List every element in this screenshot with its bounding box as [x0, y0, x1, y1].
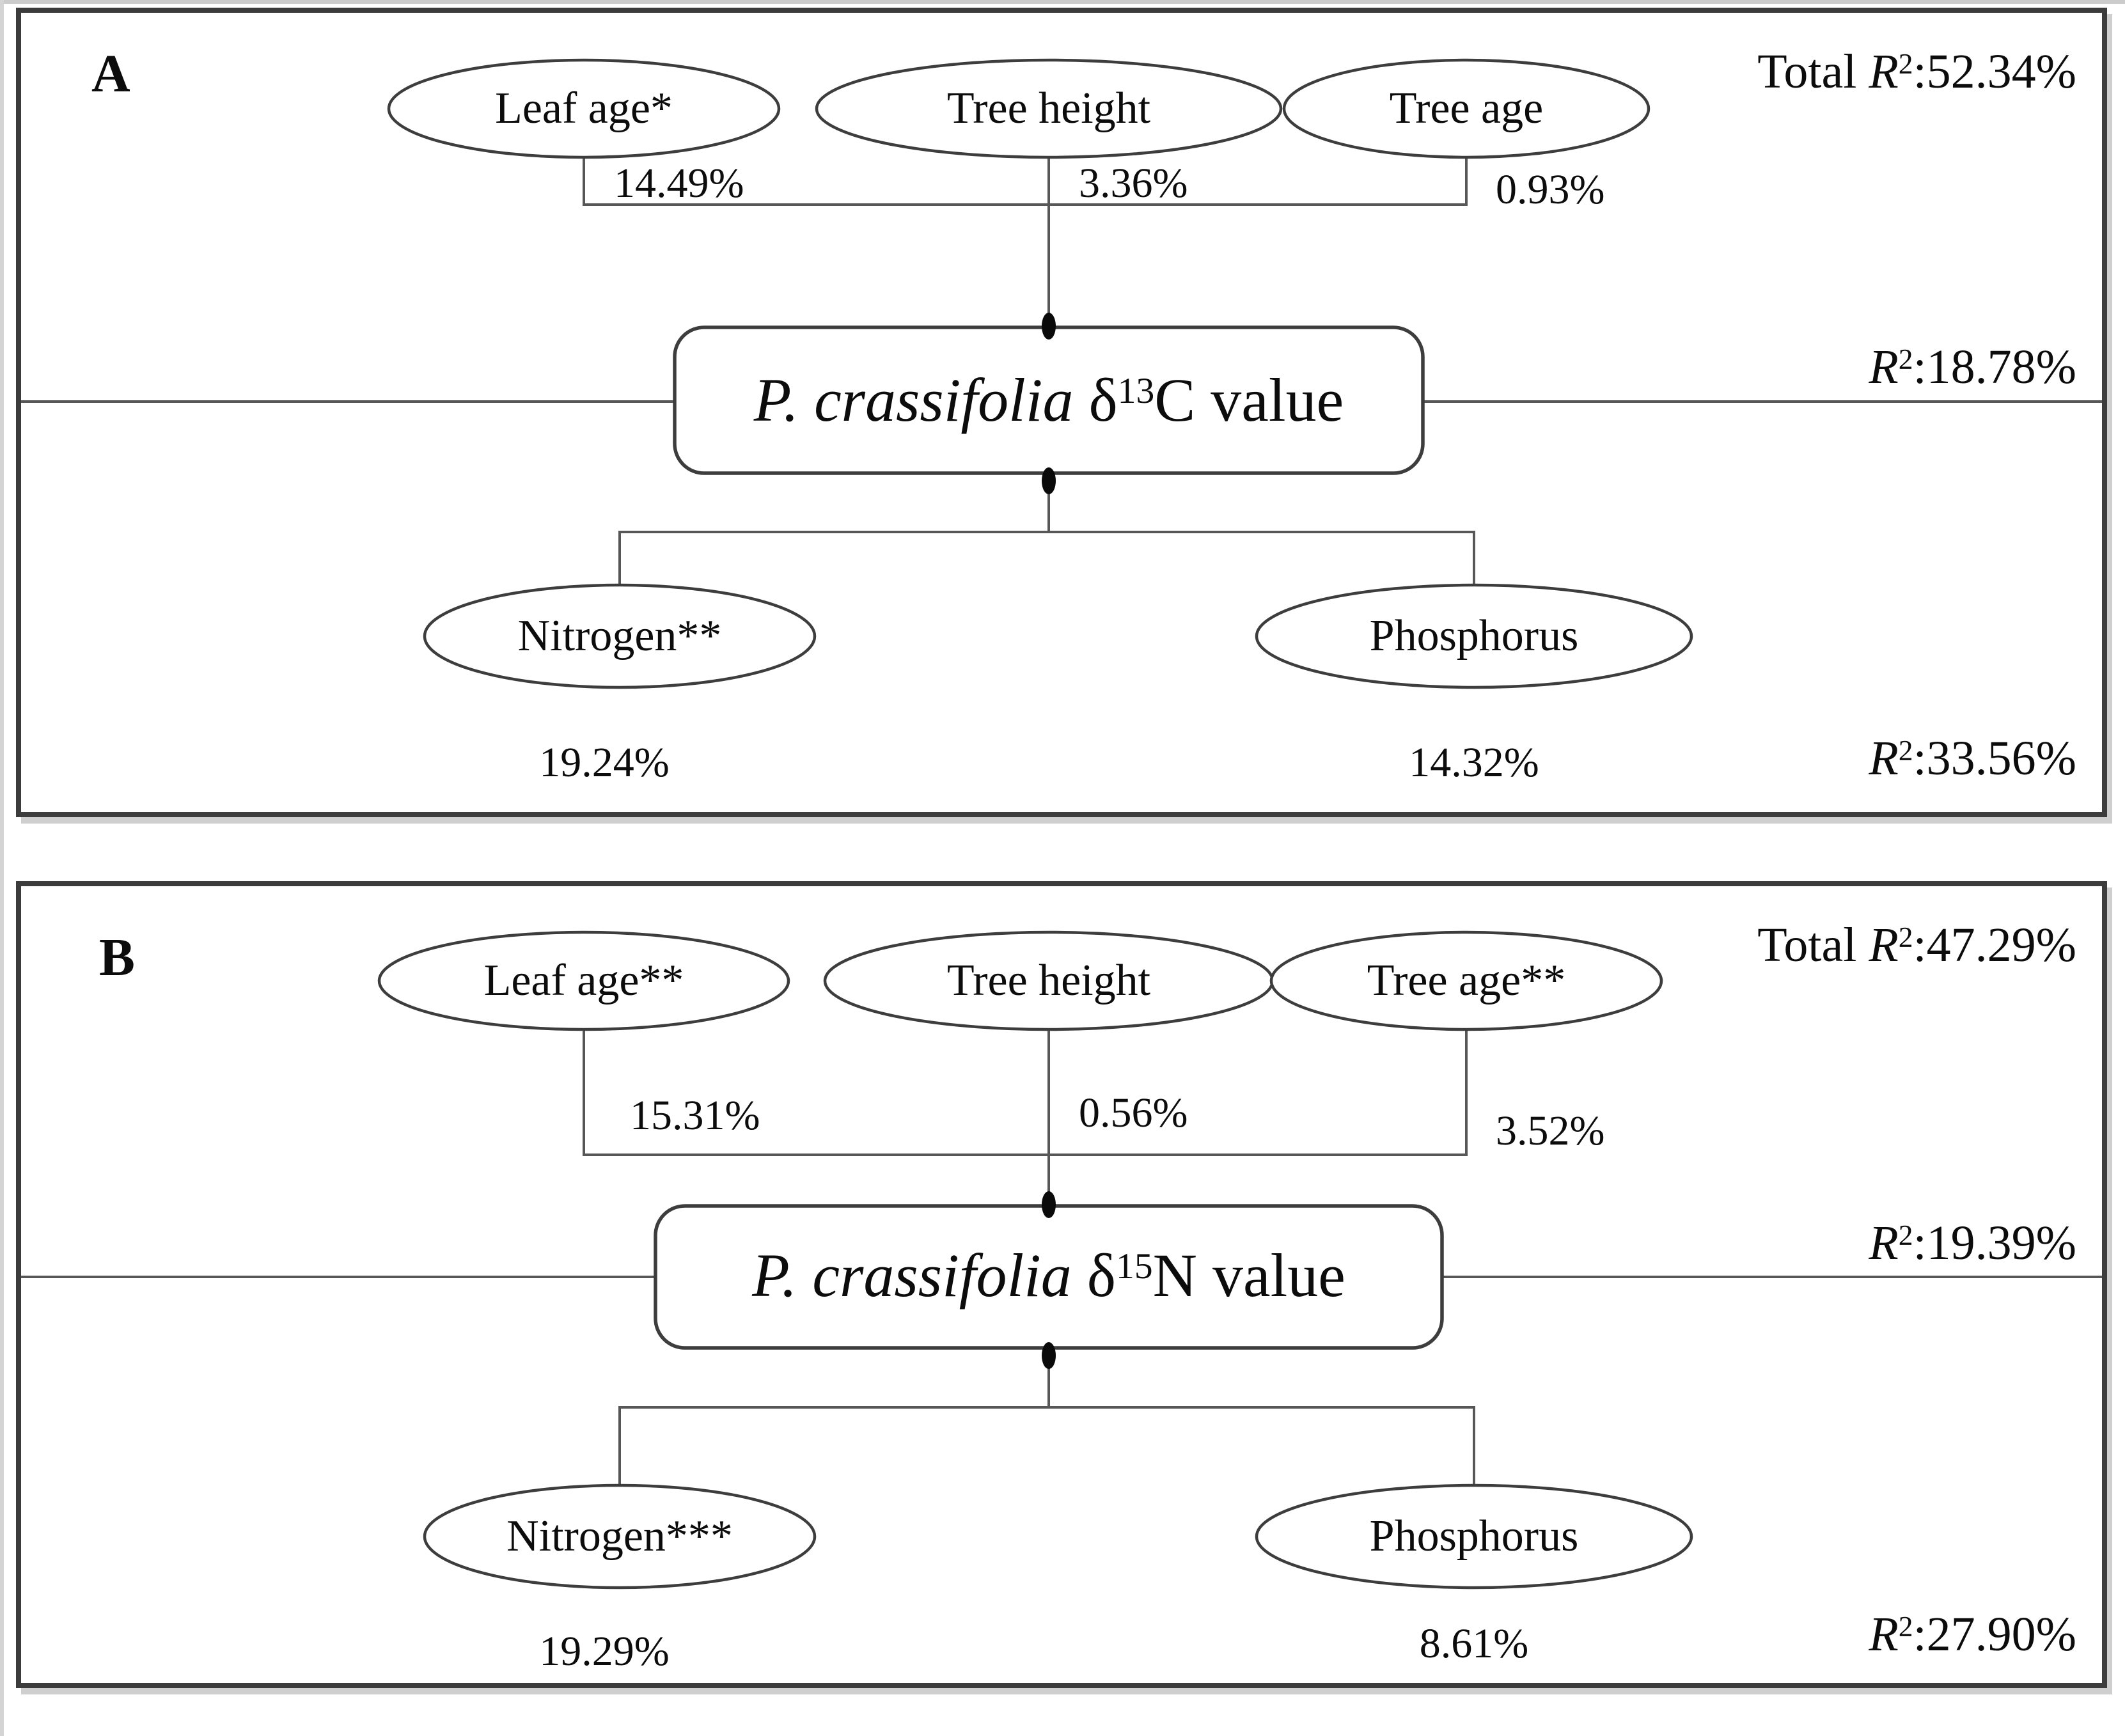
factor-ellipse-phosphorus [1255, 1483, 1693, 1590]
isotope-delta: δ [1073, 366, 1118, 434]
variance-label-phosphorus: 14.32% [1409, 739, 1539, 786]
panel-border [16, 881, 2107, 1688]
top-bracket [583, 157, 1468, 206]
isotope-element: N value [1152, 1241, 1345, 1310]
factor-label-tree-age: Tree age** [1367, 956, 1566, 1005]
variance-label-leaf-age: 15.31% [630, 1092, 760, 1139]
response-box-label: P. crassifolia δ13C value [754, 370, 1344, 431]
page-top-edge [0, 0, 2125, 4]
panel-a: A Total R2:52.34% Leaf age* Tree height … [16, 8, 2107, 817]
response-box-label: P. crassifolia δ15N value [752, 1245, 1345, 1306]
factor-ellipse-tree-age [1269, 930, 1663, 1031]
lower-r2-value: :27.90% [1913, 1607, 2076, 1661]
r2-symbol: R [1869, 1607, 1899, 1661]
upper-r2-value: :19.39% [1913, 1216, 2076, 1270]
total-r2-value: :47.29% [1913, 918, 2076, 972]
total-r2-label: Total R2:52.34% [1757, 47, 2076, 96]
factor-ellipse-nitrogen [423, 583, 817, 689]
r2-sup: 2 [1898, 1219, 1913, 1252]
upper-r2-label: R2:18.78% [1869, 343, 2076, 391]
variance-label-nitrogen: 19.29% [539, 1628, 670, 1675]
variance-label-nitrogen: 19.24% [539, 739, 670, 786]
upper-r2-label: R2:19.39% [1869, 1219, 2076, 1267]
panel-a-diagram [16, 8, 2107, 817]
r2-symbol: R [1869, 918, 1899, 972]
r2-sup: 2 [1898, 343, 1913, 376]
panel-label: B [99, 928, 136, 987]
factor-label-nitrogen: Nitrogen*** [506, 1512, 733, 1561]
junction-dot-bottom [1042, 467, 1056, 494]
total-r2-value: :52.34% [1913, 45, 2076, 98]
factor-ellipse-leaf-age [377, 930, 790, 1031]
variance-label-tree-height: 0.56% [1079, 1090, 1188, 1136]
factor-label-phosphorus: Phosphorus [1369, 1512, 1579, 1561]
factor-ellipse-leaf-age [387, 58, 781, 159]
r2-sup: 2 [1898, 734, 1913, 767]
lower-r2-label: R2:33.56% [1869, 734, 2076, 783]
r2-symbol: R [1869, 1216, 1899, 1270]
variance-label-tree-age: 0.93% [1496, 166, 1605, 213]
panel-b-diagram [16, 881, 2107, 1688]
lower-r2-value: :33.56% [1913, 731, 2076, 785]
factor-ellipse-phosphorus [1255, 583, 1693, 689]
bottom-bracket [618, 531, 1475, 585]
factor-label-tree-age: Tree age [1389, 84, 1544, 133]
r2-sup: 2 [1898, 47, 1913, 81]
variance-label-leaf-age: 14.49% [614, 160, 744, 207]
junction-dot-bottom [1042, 1342, 1056, 1369]
factor-ellipse-nitrogen [423, 1483, 817, 1590]
variance-label-tree-height: 3.36% [1079, 160, 1188, 207]
bottom-bracket [618, 1406, 1475, 1485]
isotope-mass-number: 15 [1116, 1246, 1153, 1287]
r2-sup: 2 [1898, 1610, 1913, 1643]
species-name: P. crassifolia [752, 1241, 1072, 1310]
junction-dot-top [1042, 313, 1056, 340]
factor-ellipse-tree-height [815, 58, 1283, 159]
factor-label-phosphorus: Phosphorus [1369, 611, 1579, 661]
panel-label: A [91, 44, 130, 104]
variance-label-tree-age: 3.52% [1496, 1107, 1605, 1154]
r2-sup: 2 [1898, 921, 1913, 954]
variance-label-phosphorus: 8.61% [1419, 1620, 1529, 1667]
factor-label-tree-height: Tree height [946, 84, 1151, 133]
r2-symbol: R [1869, 45, 1899, 98]
panel-border [16, 8, 2107, 817]
isotope-mass-number: 13 [1117, 371, 1155, 412]
factor-label-leaf-age: Leaf age* [495, 84, 673, 133]
species-name: P. crassifolia [753, 366, 1074, 434]
factor-label-tree-height: Tree height [946, 956, 1151, 1005]
top-bracket [583, 1029, 1468, 1156]
upper-r2-value: :18.78% [1913, 340, 2076, 394]
page-left-edge [0, 0, 4, 1736]
isotope-element: C value [1154, 366, 1344, 434]
r2-symbol: R [1869, 340, 1899, 394]
lower-r2-label: R2:27.90% [1869, 1610, 2076, 1659]
factor-label-leaf-age: Leaf age** [483, 956, 684, 1005]
total-r2-prefix: Total [1757, 45, 1869, 98]
r2-symbol: R [1869, 731, 1899, 785]
panel-b: B Total R2:47.29% Leaf age** Tree height… [16, 881, 2107, 1688]
junction-dot-top [1042, 1191, 1056, 1218]
total-r2-label: Total R2:47.29% [1757, 921, 2076, 969]
isotope-delta: δ [1071, 1241, 1117, 1310]
factor-ellipse-tree-age [1282, 58, 1651, 159]
total-r2-prefix: Total [1757, 918, 1869, 972]
factor-label-nitrogen: Nitrogen** [517, 611, 722, 661]
